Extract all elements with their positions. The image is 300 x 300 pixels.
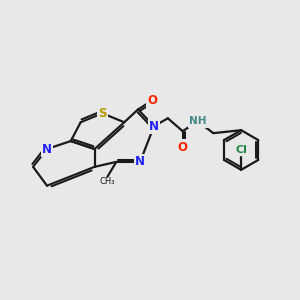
Text: Cl: Cl [235,145,247,155]
Text: NH: NH [189,116,206,126]
Text: O: O [178,140,188,154]
Text: N: N [42,142,52,155]
Text: O: O [147,94,157,107]
Text: S: S [98,107,107,120]
Text: N: N [149,120,159,133]
Text: N: N [135,155,145,168]
Text: CH₃: CH₃ [100,177,115,186]
